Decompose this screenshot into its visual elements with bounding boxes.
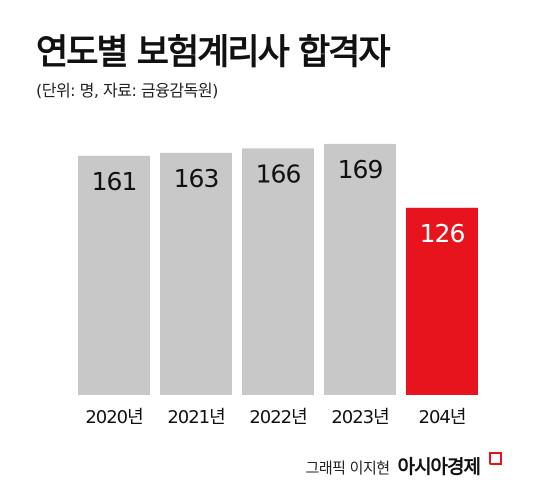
category-label-3: 2023년 (331, 407, 388, 428)
bar-1 (160, 152, 232, 395)
chart-subtitle: (단위: 명, 자료: 금융감독원) (36, 81, 218, 100)
bar-value-label-0: 161 (92, 167, 137, 196)
bar-value-label-4: 126 (420, 219, 465, 248)
bar-3 (324, 143, 396, 395)
category-label-1: 2021년 (167, 407, 224, 428)
graphic-credit: 그래픽 이지현 (305, 459, 391, 477)
publisher-name: 아시아경제 (397, 456, 481, 478)
chart-title: 연도별 보험계리사 합격자 (36, 33, 391, 73)
category-label-0: 2020년 (85, 407, 142, 428)
category-label-4: 204년 (419, 407, 466, 428)
bar-2 (242, 148, 314, 395)
bar-value-label-2: 166 (256, 159, 301, 188)
category-label-2: 2022년 (249, 407, 306, 428)
publisher-logo-icon (489, 452, 502, 465)
bar-value-label-1: 163 (174, 164, 219, 193)
bar-value-label-3: 169 (338, 155, 383, 184)
bar-0 (78, 155, 150, 395)
credit-line: 그래픽 이지현 아시아경제 (306, 452, 502, 479)
bar-4 (406, 207, 478, 395)
